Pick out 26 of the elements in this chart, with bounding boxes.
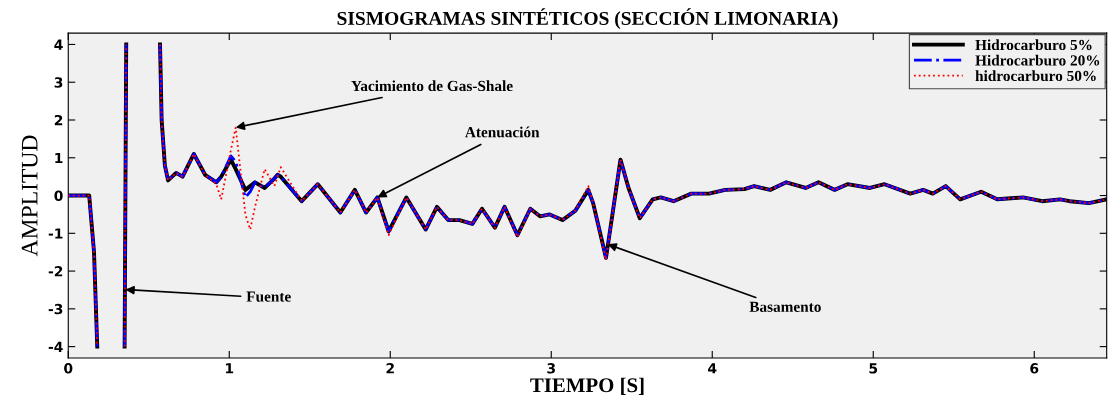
x-axis-title: TIEMPO [S] — [530, 377, 644, 395]
y-tick-label: 3 — [54, 77, 63, 88]
legend-label: hidrocarburo 50% — [975, 70, 1096, 82]
annotation: Atenuación — [465, 126, 540, 138]
x-tick-label: 0 — [64, 363, 73, 374]
legend-label: Hidrocarburo 5% — [975, 39, 1092, 51]
x-tick-label: 1 — [225, 363, 234, 374]
annotation: Fuente — [246, 291, 291, 302]
annotation: Yacimiento de Gas-Shale — [351, 80, 513, 92]
y-tick-label: 4 — [54, 39, 63, 50]
annotation: Basamento — [749, 301, 821, 312]
x-tick-label: 2 — [386, 363, 394, 374]
y-tick-label: 0 — [54, 190, 63, 202]
y-tick-label: 1 — [55, 152, 63, 164]
y-tick-label: -3 — [48, 303, 63, 315]
legend-label: Hidrocarburo 20% — [975, 54, 1100, 66]
y-tick-label: -2 — [48, 266, 63, 277]
y-axis-title: AMPLITUD — [21, 135, 38, 257]
x-tick-label: 4 — [708, 363, 717, 374]
chart-title: SISMOGRAMAS SINTÉTICOS (SECCIÓN LIMONARIA) — [337, 8, 838, 29]
x-tick-label: 6 — [1030, 363, 1039, 374]
y-tick-label: -1 — [48, 228, 63, 239]
y-tick-label: -4 — [48, 341, 63, 352]
y-tick-label: 2 — [54, 114, 63, 126]
x-tick-label: 5 — [869, 363, 878, 374]
x-tick-label: 3 — [547, 363, 555, 374]
